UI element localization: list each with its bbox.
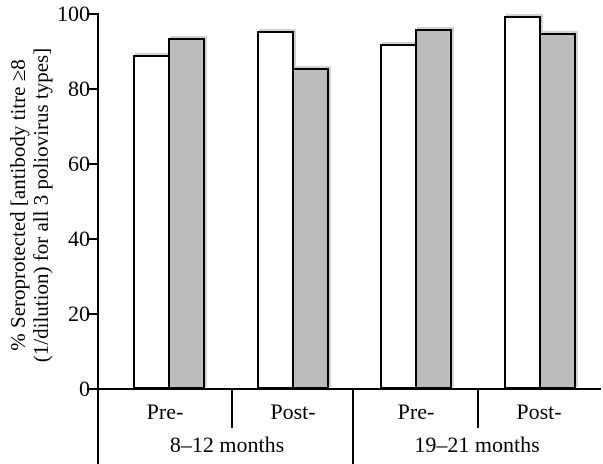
x-group-label-pre-1: Pre- [146, 399, 184, 424]
y-tick-label: 0 [79, 376, 90, 401]
y-tick-mark [87, 238, 98, 240]
white-bar-category-2 [380, 44, 417, 389]
x-group-label-post-1: Post- [270, 399, 316, 424]
y-tick-label: 60 [68, 151, 90, 176]
x-period-label-19-21-months: 19–21 months [414, 432, 540, 457]
y-axis-title-line1: % Seroprotected [antibody titre ≥8 [6, 59, 30, 351]
y-tick-label: 80 [68, 76, 90, 101]
y-tick-label: 100 [57, 1, 90, 26]
y-tick-label: 20 [68, 301, 90, 326]
y-tick-mark [87, 13, 98, 15]
y-tick-mark [87, 313, 98, 315]
separator-between-periods [352, 390, 354, 464]
y-tick-label: 40 [68, 226, 90, 251]
y-tick-mark [87, 163, 98, 165]
y-tick-mark [87, 388, 98, 390]
white-bar-category-1 [257, 30, 294, 389]
grey-bar-category-3 [539, 32, 576, 389]
x-group-label-post-2: Post- [516, 399, 562, 424]
white-bar-category-0 [133, 55, 170, 389]
y-axis-title-line2: (1/dilution) for all 3 poliovirus types] [29, 47, 53, 363]
y-tick-mark [87, 88, 98, 90]
y-axis-line [97, 13, 99, 464]
separator-pre-post-group2 [477, 390, 479, 428]
separator-pre-post-group1 [231, 390, 233, 428]
x-axis-line [97, 388, 601, 390]
x-group-label-pre-2: Pre- [397, 399, 435, 424]
grey-bar-category-0 [168, 38, 205, 389]
grey-bar-category-2 [415, 29, 452, 389]
white-bar-category-3 [504, 15, 541, 389]
y-axis-title: % Seroprotected [antibody titre ≥8 (1/di… [6, 0, 53, 415]
grey-bar-category-1 [292, 68, 329, 389]
x-period-label-8-12-months: 8–12 months [169, 432, 285, 457]
